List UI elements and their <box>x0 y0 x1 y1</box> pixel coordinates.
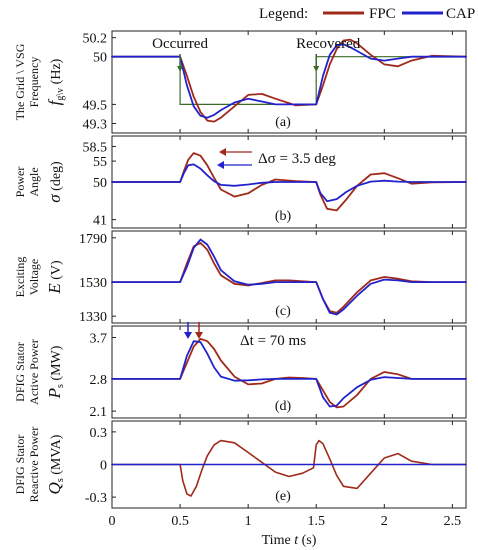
y-axis-label-line: DFIG Stator <box>13 435 27 495</box>
y-axis-label: Exciting Voltage E (V) <box>13 257 64 298</box>
x-tick-label: 0.5 <box>171 514 189 529</box>
y-tick-label: 0.3 <box>90 426 108 441</box>
panel-4: 3.7 2.8 2.1 DFIG Stator Active Power Ps (MW) (… <box>13 325 467 420</box>
x-axis: 0 0.5 1 1.5 2 2.5 Time t (s) <box>109 514 462 548</box>
annotation-delta-t: Δt = 70 ms <box>240 333 306 349</box>
panel-label: (c) <box>275 304 291 319</box>
y-tick-label: 41 <box>93 214 107 229</box>
y-axis-symbol: E (V) <box>45 260 64 295</box>
y-tick-label: 2.1 <box>90 405 108 420</box>
panel-3: 1790 1530 1330 Exciting Voltage E (V) (c) <box>13 230 467 325</box>
panels: 50.2 50 49.5 49.3 The Grid \ VSG Frequency fg\… <box>13 30 467 509</box>
y-tick-label: 55 <box>93 155 107 170</box>
legend: Legend: FPC CAP <box>259 6 475 22</box>
y-axis-label-line: Voltage <box>27 259 41 295</box>
y-axis-label: Power Angle σ (deg) <box>13 161 64 203</box>
panel-5: 0.3 0 -0.3 DFIG Stator Reactive Power Qs (MVA… <box>13 420 467 509</box>
panel-frame <box>111 30 467 134</box>
series-cap <box>111 43 467 119</box>
y-tick-label: 50 <box>93 51 107 66</box>
panel-label: (d) <box>275 399 292 414</box>
x-tick-label: 2.5 <box>444 514 462 529</box>
panel-label: (b) <box>275 209 292 224</box>
y-axis-label: The Grid \ VSG Frequency fg\v (Hz) <box>13 43 66 120</box>
delta-sigma-arrowhead-fpc <box>219 148 226 156</box>
y-axis-label-line: Active Power <box>27 339 41 405</box>
series-grid-reference <box>112 56 466 106</box>
annotation-recovered: Recovered <box>296 36 361 52</box>
x-tick-label: 1.5 <box>307 514 325 529</box>
annotations: Occurred Recovered Δσ = 3.5 deg Δt = 70 ms <box>152 36 361 349</box>
y-tick-label: 49.3 <box>83 117 108 132</box>
series-fpc <box>111 241 467 314</box>
y-tick-label: 2.8 <box>90 373 108 388</box>
y-tick-label: 1790 <box>79 232 107 247</box>
y-axis-symbol: Ps (MW) <box>45 345 66 399</box>
annotation-occurred: Occurred <box>152 36 208 52</box>
y-tick-label: 50.2 <box>83 32 108 47</box>
y-axis-label-line: The Grid \ VSG <box>13 43 27 120</box>
recovered-arrow-head <box>313 66 320 72</box>
y-tick-label: 50 <box>93 176 107 191</box>
y-tick-label: 0 <box>100 459 107 474</box>
series-cap <box>111 238 467 316</box>
y-axis-label-line: Power <box>13 167 27 198</box>
panel-label: (a) <box>275 115 291 130</box>
panel-frame <box>111 230 467 324</box>
y-axis-label-line: DFIG Stator <box>13 342 27 402</box>
y-tick-label: -0.3 <box>85 491 107 506</box>
delta-t-arrowhead-cap <box>184 332 192 339</box>
series-fpc <box>111 337 467 409</box>
panel-label: (e) <box>275 489 291 504</box>
series-cap <box>111 340 467 408</box>
series-cap <box>111 163 467 203</box>
panel-1: 50.2 50 49.5 49.3 The Grid \ VSG Frequency fg\… <box>13 30 467 134</box>
y-axis-label-line: Exciting <box>13 257 27 298</box>
x-tick-label: 0 <box>109 514 116 529</box>
y-tick-label: 3.7 <box>90 332 108 347</box>
x-tick-label: 2 <box>381 514 388 529</box>
y-tick-label: 1330 <box>79 310 107 325</box>
y-axis-label-line: Reactive Power <box>27 427 41 503</box>
y-tick-label: 49.5 <box>83 98 108 113</box>
y-axis-label: DFIG Stator Active Power Ps (MW) <box>13 339 66 405</box>
series-fpc <box>111 439 467 497</box>
occurred-arrow-head <box>177 66 184 72</box>
series-fpc <box>111 152 467 212</box>
annotation-delta-sigma: Δσ = 3.5 deg <box>258 151 336 167</box>
legend-fpc-label: FPC <box>369 6 396 22</box>
y-axis-symbol: Qs (MVA) <box>45 434 66 494</box>
x-tick-label: 1 <box>245 514 252 529</box>
y-tick-label: 58.5 <box>83 140 108 155</box>
legend-cap-label: CAP <box>446 6 475 22</box>
y-axis-label-line: Angle <box>27 167 41 196</box>
y-axis-symbol: σ (deg) <box>45 161 64 203</box>
y-axis-label-line: Frequency <box>27 57 41 108</box>
y-tick-label: 1530 <box>79 276 107 291</box>
y-axis-symbol: fg\v (Hz) <box>45 58 66 105</box>
legend-title: Legend: <box>259 6 308 22</box>
x-axis-label: Time t (s) <box>262 533 317 548</box>
panel-frame <box>111 325 467 419</box>
y-axis-label: DFIG Stator Reactive Power Qs (MVA) <box>13 427 66 503</box>
delta-t-arrowhead-fpc <box>195 332 203 339</box>
delta-sigma-arrowhead-cap <box>217 161 224 169</box>
panel-2: 58.555 50 41 Power Angle σ (deg) (b) <box>13 135 467 229</box>
